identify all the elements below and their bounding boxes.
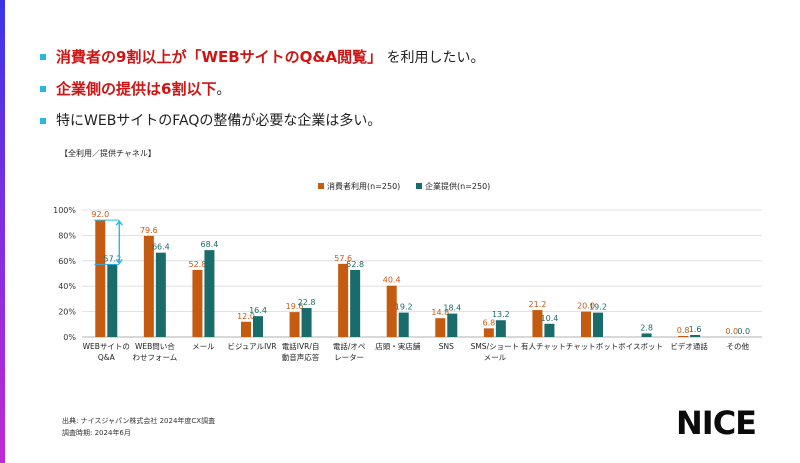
bar bbox=[241, 321, 251, 337]
bar bbox=[483, 328, 494, 337]
data-label: 1.6 bbox=[689, 325, 702, 334]
x-tick-label: WEBサイトの bbox=[83, 342, 130, 351]
bar bbox=[204, 250, 215, 337]
arrow-head bbox=[115, 258, 123, 265]
survey-period: 調査時期: 2024年6月 bbox=[62, 429, 131, 437]
bar bbox=[107, 264, 118, 337]
x-tick-label: 電話/オペ bbox=[333, 341, 366, 351]
x-tick-label: メール bbox=[192, 342, 215, 351]
x-tick-label: メール bbox=[484, 353, 507, 362]
x-tick-label: SMS/ショート bbox=[471, 342, 520, 351]
data-label: 2.8 bbox=[640, 323, 653, 332]
data-label: 57.6 bbox=[334, 254, 352, 263]
bar bbox=[678, 335, 689, 337]
x-tick-label: レーター bbox=[334, 353, 364, 362]
x-tick-label: WEB問い合 bbox=[135, 341, 175, 351]
data-label: 52.8 bbox=[346, 260, 364, 269]
bullet-marker bbox=[40, 54, 46, 60]
data-label: 68.4 bbox=[201, 240, 219, 249]
data-label: 18.4 bbox=[443, 304, 461, 313]
data-label: 19.2 bbox=[395, 303, 413, 312]
bar bbox=[435, 318, 446, 337]
data-label: 0.0 bbox=[737, 327, 750, 336]
data-label: 12.0 bbox=[237, 312, 255, 321]
left-gradient-stripe bbox=[0, 0, 5, 463]
data-label: 22.8 bbox=[298, 298, 316, 307]
x-tick-label: その他 bbox=[726, 341, 749, 351]
data-label: 20.0 bbox=[577, 302, 595, 311]
legend-label: 消費者利用(n=250) bbox=[327, 181, 400, 191]
bar bbox=[192, 269, 203, 337]
data-label: 10.4 bbox=[541, 314, 559, 323]
x-tick-label: わせフォーム bbox=[132, 353, 177, 362]
y-tick-label: 100% bbox=[53, 206, 76, 215]
x-tick-label: ビジュアルIVR bbox=[227, 342, 276, 351]
bar bbox=[350, 269, 361, 337]
data-label: 16.4 bbox=[249, 306, 267, 315]
data-label: 66.4 bbox=[152, 243, 170, 252]
x-tick-label: 有人チャット bbox=[521, 341, 566, 351]
bar bbox=[593, 312, 603, 337]
bar bbox=[95, 220, 106, 337]
x-tick-label: ボイスボット bbox=[618, 342, 663, 351]
bar bbox=[386, 285, 397, 337]
data-label: 6.8 bbox=[482, 318, 495, 327]
bar bbox=[532, 310, 543, 337]
data-label: 52.8 bbox=[189, 260, 207, 269]
data-label: 79.6 bbox=[140, 226, 158, 235]
bar bbox=[398, 312, 409, 337]
data-label: 0.8 bbox=[677, 326, 690, 335]
bar bbox=[690, 334, 701, 337]
bar bbox=[155, 252, 166, 337]
chart-subheading: 【全利用／提供チャネル】 bbox=[60, 149, 156, 158]
bar bbox=[143, 235, 154, 337]
data-label: 0.0 bbox=[725, 327, 738, 336]
bullet-2-text: 。 bbox=[216, 82, 231, 98]
bullet-2-highlight: 企業側の提供は6割以下 bbox=[56, 80, 217, 98]
arrow-head bbox=[115, 219, 123, 226]
legend-label: 企業提供(n=250) bbox=[425, 181, 490, 191]
data-label: 19.2 bbox=[589, 303, 607, 312]
bar bbox=[289, 312, 300, 337]
y-tick-label: 60% bbox=[58, 257, 76, 266]
y-tick-label: 20% bbox=[58, 308, 76, 317]
data-label: 19.6 bbox=[286, 302, 304, 311]
nice-logo: NICE bbox=[676, 404, 757, 442]
x-tick-label: 電話IVR/自 bbox=[282, 341, 320, 351]
bullet-marker bbox=[40, 118, 46, 124]
y-tick-label: 0% bbox=[63, 333, 76, 342]
data-label: 57.2 bbox=[103, 254, 121, 263]
x-tick-label: 店頭・実店舗 bbox=[375, 341, 420, 351]
footer: 出典: ナイスジャパン株式会社 2024年度CX調査 調査時期: 2024年6月 bbox=[62, 415, 215, 439]
y-tick-label: 40% bbox=[58, 282, 76, 291]
data-label: 40.4 bbox=[383, 276, 401, 285]
x-tick-label: SNS bbox=[439, 342, 454, 351]
bullet-1-highlight: 消費者の9割以上が「WEBサイトのQ&A閲覧」 bbox=[56, 48, 383, 66]
data-label: 13.2 bbox=[492, 310, 510, 319]
data-label: 14.8 bbox=[431, 308, 449, 317]
x-tick-label: 動音声応答 bbox=[282, 352, 320, 362]
data-label: 92.0 bbox=[91, 210, 109, 219]
bar bbox=[544, 323, 555, 337]
bar bbox=[447, 313, 458, 337]
bar bbox=[581, 311, 591, 337]
data-label: 21.2 bbox=[529, 300, 547, 309]
x-tick-label: チャットボット bbox=[566, 342, 618, 351]
bar bbox=[641, 333, 652, 337]
bullet-3-text: 特にWEBサイトのFAQの整備が必要な企業は多い。 bbox=[56, 113, 382, 129]
bar bbox=[338, 263, 349, 337]
bullet-marker bbox=[40, 86, 46, 92]
bar bbox=[301, 308, 312, 337]
legend-swatch bbox=[416, 183, 422, 189]
bar bbox=[253, 316, 263, 337]
x-tick-label: ビデオ通話 bbox=[670, 341, 708, 351]
legend-swatch bbox=[318, 183, 324, 189]
y-tick-label: 80% bbox=[58, 231, 76, 240]
source-note: 出典: ナイスジャパン株式会社 2024年度CX調査 bbox=[62, 417, 216, 425]
bullet-1-text: を利用したい。 bbox=[386, 50, 485, 66]
x-tick-label: Q&A bbox=[98, 353, 116, 362]
bar bbox=[495, 320, 506, 337]
